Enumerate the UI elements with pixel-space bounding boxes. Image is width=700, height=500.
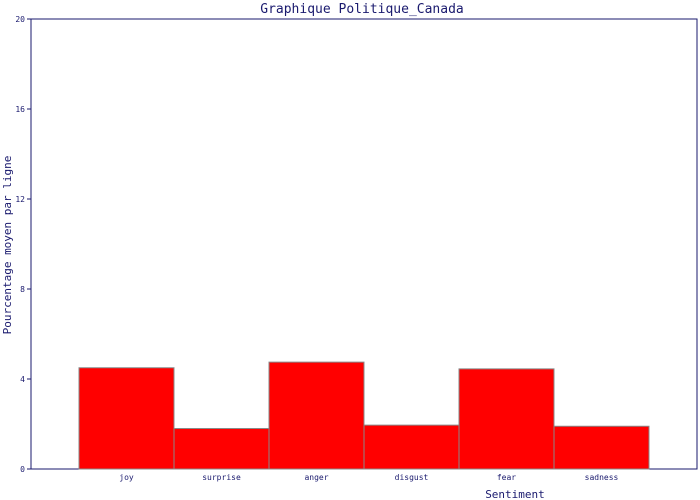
x-axis-categories: joy surprise anger disgust fear sadness <box>119 473 618 482</box>
x-tick-label-anger: anger <box>304 473 328 482</box>
y-tick-label: 8 <box>20 285 25 294</box>
bar-anger <box>268 361 365 470</box>
bars-group <box>78 361 650 470</box>
y-axis-label: Pourcentage moyen par ligne <box>1 156 14 335</box>
y-axis-ticks: 0 4 8 12 16 20 <box>15 15 31 474</box>
x-tick-label-sadness: sadness <box>585 473 619 482</box>
y-tick-label: 20 <box>15 15 25 24</box>
bar-fear <box>458 368 555 470</box>
x-axis-label: Sentiment <box>485 488 545 500</box>
x-tick-label-joy: joy <box>119 473 134 482</box>
x-tick-label-surprise: surprise <box>202 473 241 482</box>
bar-sadness <box>553 425 650 470</box>
y-tick-label: 12 <box>15 195 25 204</box>
y-tick-label: 4 <box>20 375 25 384</box>
x-tick-label-fear: fear <box>497 473 516 482</box>
bar-joy <box>78 367 175 470</box>
y-tick-label: 16 <box>15 105 25 114</box>
bar-surprise <box>173 428 270 470</box>
y-tick-label: 0 <box>20 465 25 474</box>
chart-title: Graphique Politique_Canada <box>260 2 464 17</box>
x-tick-label-disgust: disgust <box>395 473 429 482</box>
bar-disgust <box>363 424 460 470</box>
